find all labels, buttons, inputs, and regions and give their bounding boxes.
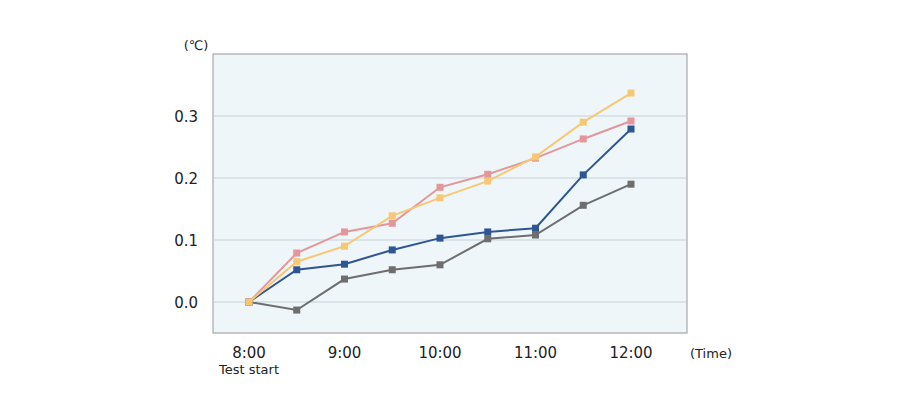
data-point [293, 250, 300, 257]
annotation: Test start [218, 362, 279, 377]
y-axis-label: (℃) [184, 38, 209, 53]
plot-area [213, 54, 687, 333]
data-point [628, 181, 635, 188]
series-line [249, 129, 631, 302]
y-tick-label: 0.3 [174, 108, 198, 126]
data-point [389, 246, 396, 253]
y-tick-label: 0.0 [174, 294, 198, 312]
chart-container: 0.0 0.1 0.2 0.3 (℃) 8:00 9:00 10:00 11:00 12:00 (T… [0, 0, 900, 415]
data-point [389, 266, 396, 273]
data-point [246, 299, 253, 306]
data-point [628, 90, 635, 97]
data-point [484, 235, 491, 242]
series-group [246, 90, 635, 314]
data-point [580, 171, 587, 178]
data-point [437, 184, 444, 191]
data-point [580, 135, 587, 142]
data-point [341, 228, 348, 235]
data-point [437, 235, 444, 242]
data-point [628, 126, 635, 133]
y-tick-label: 0.1 [174, 232, 198, 250]
x-tick-label: 12:00 [609, 344, 652, 362]
grid-line [213, 178, 687, 179]
data-point [293, 258, 300, 265]
x-tick-label: 9:00 [328, 344, 362, 362]
data-point [580, 202, 587, 209]
data-point [484, 171, 491, 178]
chart-svg: 0.0 0.1 0.2 0.3 (℃) 8:00 9:00 10:00 11:00 12:00 (T… [0, 0, 900, 415]
data-point [484, 178, 491, 185]
grid-line [213, 116, 687, 117]
data-point [389, 212, 396, 219]
x-tick-label: 8:00 [232, 344, 266, 362]
x-tick-label: 11:00 [514, 344, 557, 362]
x-tick-label: 10:00 [418, 344, 461, 362]
data-point [437, 194, 444, 201]
data-point [341, 276, 348, 283]
data-point [580, 119, 587, 126]
y-tick-label: 0.2 [174, 170, 198, 188]
data-point [341, 261, 348, 268]
data-point [246, 299, 253, 306]
data-point [293, 307, 300, 314]
series-line [249, 184, 631, 310]
series-line [249, 121, 631, 302]
data-point [532, 225, 539, 232]
data-point [628, 117, 635, 124]
data-point [293, 266, 300, 273]
data-point [532, 232, 539, 239]
grid-line [213, 302, 687, 303]
data-point [341, 243, 348, 250]
data-point [484, 228, 491, 235]
grid-line [213, 240, 687, 241]
data-point [246, 299, 253, 306]
data-point [246, 299, 253, 306]
data-point [437, 261, 444, 268]
data-point [389, 220, 396, 227]
data-point [532, 153, 539, 160]
x-axis-label: (Time) [690, 346, 732, 361]
series-line [249, 93, 631, 302]
